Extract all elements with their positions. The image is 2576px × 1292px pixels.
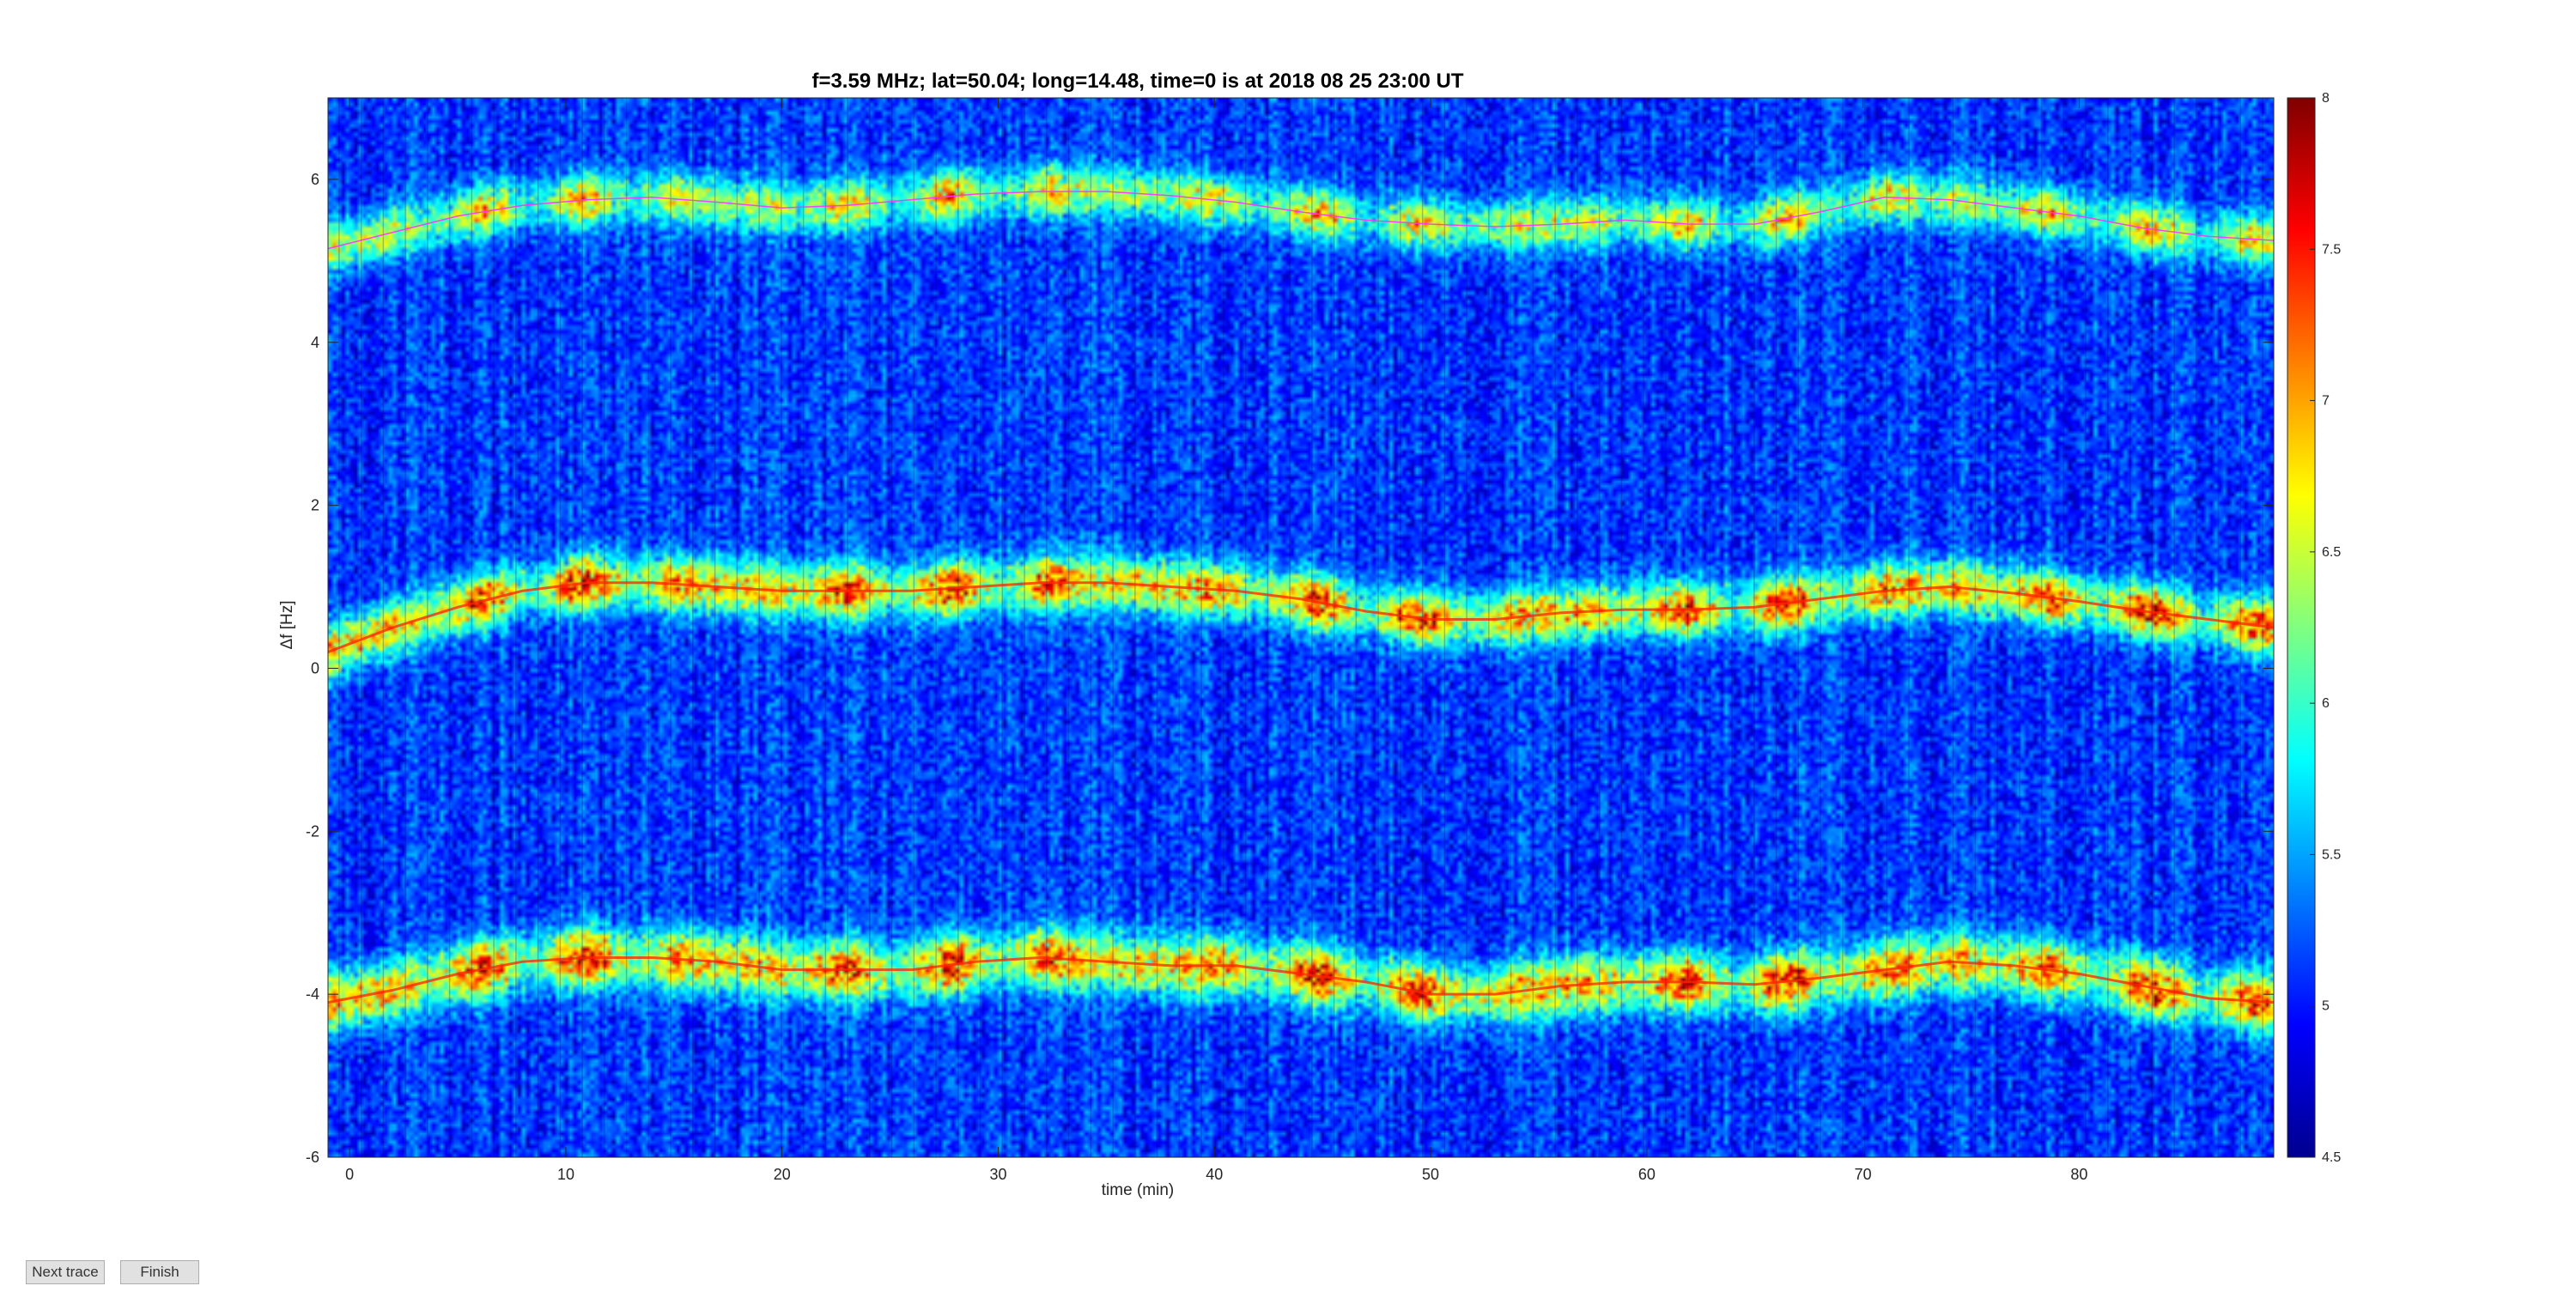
colorbar-tick-label: 5 <box>2322 999 2330 1014</box>
axes-frame <box>327 97 2275 1158</box>
heatmap-raster <box>328 98 2274 1157</box>
colorbar-tick-label: 7 <box>2322 394 2330 409</box>
colorbar-tick-label: 6 <box>2322 696 2330 711</box>
y-axis-label: Δf [Hz] <box>278 600 296 649</box>
colorbar-tick-label: 5.5 <box>2322 847 2341 862</box>
y-axis: -6 -4 -2 0 2 4 6 <box>306 171 2274 1166</box>
trace-line-3 <box>327 955 2275 1004</box>
colorbar: 4.5 5 5.5 6 6.5 7 7.5 8 <box>2287 91 2341 1165</box>
y-tick-label: -2 <box>306 822 319 840</box>
y-tick-label: 0 <box>311 659 319 676</box>
x-tick-label: 20 <box>774 1166 791 1183</box>
colorbar-tick-label: 8 <box>2322 91 2330 106</box>
plot-area <box>327 97 2275 1158</box>
colorbar-tick-label: 6.5 <box>2322 545 2341 560</box>
y-tick-label: 2 <box>311 497 319 514</box>
x-tick-label: 40 <box>1206 1166 1223 1183</box>
x-tick-label: 80 <box>2070 1166 2087 1183</box>
colorbar-tick-label: 7.5 <box>2322 242 2341 257</box>
x-tick-label: 30 <box>989 1166 1006 1183</box>
colorbar-gradient <box>2287 97 2316 1158</box>
x-tick-label: 70 <box>1855 1166 1872 1183</box>
colorbar-tick-label: 4.5 <box>2322 1150 2341 1165</box>
y-tick-label: -6 <box>306 1149 319 1166</box>
x-tick-label: 10 <box>557 1166 574 1183</box>
x-tick-label: 0 <box>345 1166 354 1183</box>
finish-button[interactable]: Finish <box>120 1260 199 1284</box>
trace-line-1 <box>327 191 2275 250</box>
x-axis-label: time (min) <box>1102 1181 1174 1199</box>
x-tick-label: 60 <box>1638 1166 1656 1183</box>
x-tick-label: 50 <box>1422 1166 1439 1183</box>
y-tick-label: 6 <box>311 171 319 188</box>
y-tick-label: -4 <box>306 986 319 1003</box>
trace-line-2 <box>327 581 2275 653</box>
x-axis: 0 10 20 30 40 50 60 70 80 <box>345 98 2087 1183</box>
y-tick-label: 4 <box>311 334 319 351</box>
colorbar-ticks: 4.5 5 5.5 6 6.5 7 7.5 8 <box>2310 91 2341 1165</box>
next-trace-button[interactable]: Next trace <box>26 1260 105 1284</box>
chart-title: f=3.59 MHz; lat=50.04; long=14.48, time=… <box>811 70 1463 93</box>
